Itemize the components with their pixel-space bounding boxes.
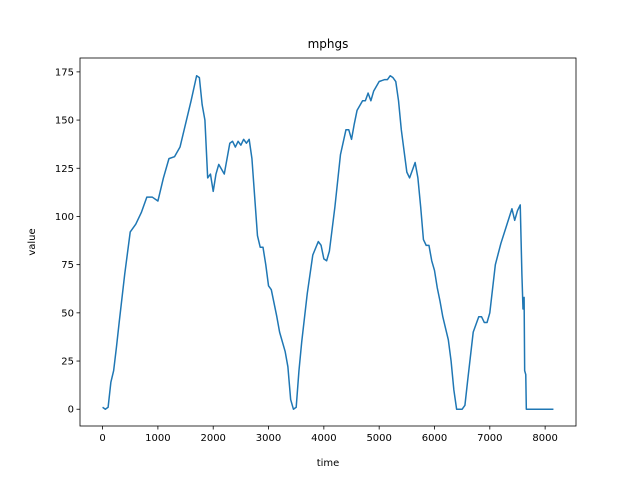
x-tick-label: 0: [99, 433, 105, 444]
x-tick-label: 4000: [311, 433, 336, 444]
x-tick-label: 7000: [477, 433, 502, 444]
x-tick-label: 6000: [422, 433, 447, 444]
x-tick-label: 1000: [145, 433, 170, 444]
y-tick-label: 100: [55, 212, 74, 223]
plot-frame: [79, 57, 577, 427]
y-axis-label: value: [27, 228, 38, 255]
x-tick-label: 8000: [532, 433, 557, 444]
x-tick-label: 2000: [200, 433, 225, 444]
x-tick-label: 3000: [256, 433, 281, 444]
y-tick-label: 50: [61, 308, 74, 319]
y-tick-label: 125: [55, 164, 74, 175]
chart-title: mphgs: [308, 37, 349, 51]
x-tick-label: 5000: [366, 433, 391, 444]
y-tick-label: 25: [61, 357, 74, 368]
x-axis-label: time: [317, 458, 340, 469]
y-tick-label: 75: [61, 260, 74, 271]
y-tick-label: 175: [55, 67, 74, 78]
y-tick-label: 0: [68, 405, 74, 416]
y-tick-label: 150: [55, 116, 74, 127]
data-line: [102, 74, 554, 410]
